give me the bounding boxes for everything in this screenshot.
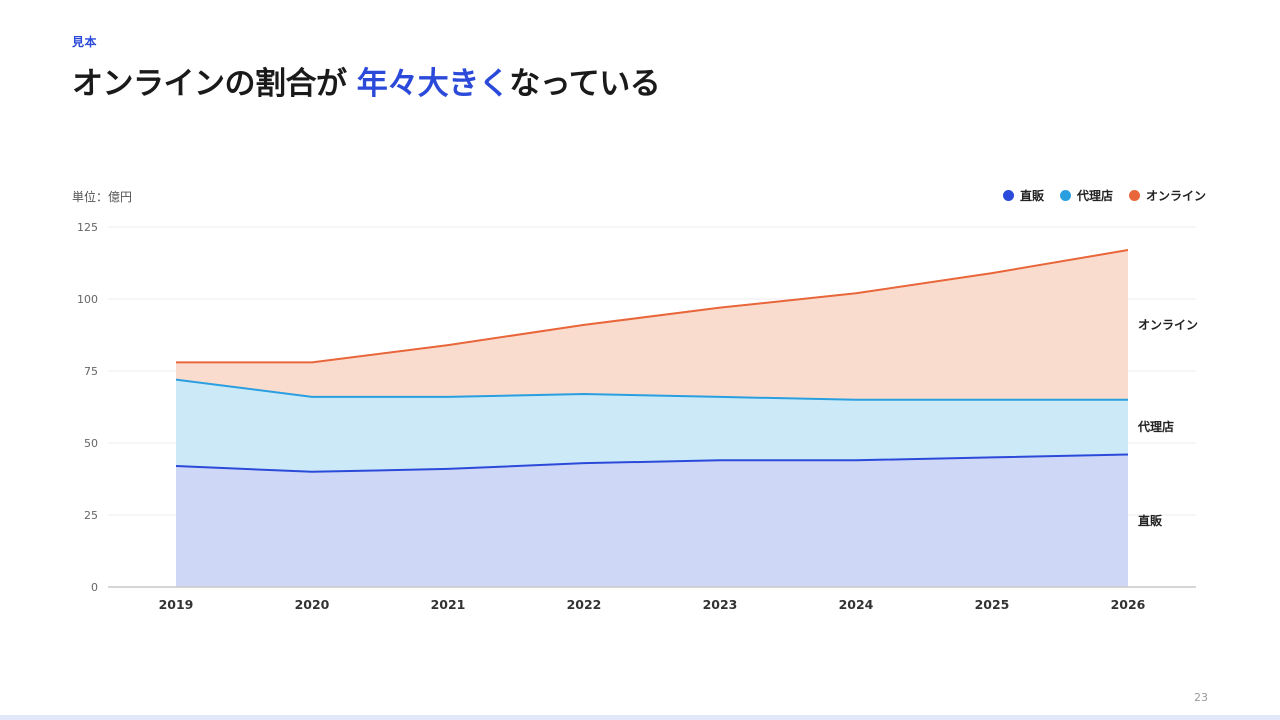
legend-swatch-direct: [1002, 190, 1014, 201]
y-tick-label-50: 50: [84, 437, 98, 450]
area-direct: [176, 454, 1128, 587]
x-tick-label-2023: 2023: [703, 597, 738, 612]
y-tick-label-0: 0: [91, 581, 98, 594]
title-text-post: なっている: [509, 66, 661, 102]
title-text-accent: 年々大きく: [356, 66, 510, 102]
x-tick-label-2025: 2025: [975, 597, 1010, 612]
y-tick-label-100: 100: [77, 293, 98, 306]
x-tick-label-2024: 2024: [839, 597, 874, 612]
page-title: オンラインの割合が 年々大きくなっている: [72, 58, 661, 103]
legend-label-online: オンライン: [1145, 189, 1206, 203]
legend-swatch-online: [1128, 190, 1140, 201]
line-direct: [175, 453, 1129, 473]
bottom-bar: [0, 715, 1280, 720]
x-tick-label-2019: 2019: [159, 597, 194, 612]
legend-item-online: オンライン: [1128, 187, 1206, 204]
line-agency: [175, 378, 1128, 401]
x-tick-label-2021: 2021: [431, 597, 466, 612]
title-text-pre: オンラインの割合が: [72, 66, 357, 102]
chart-legend: 直販 代理店 オンライン: [1002, 187, 1206, 204]
y-tick-label-25: 25: [84, 509, 98, 522]
x-tick-label-2020: 2020: [295, 597, 330, 612]
area-online: [176, 250, 1128, 400]
x-tick-label-2026: 2026: [1111, 597, 1146, 612]
legend-swatch-agency: [1059, 190, 1071, 201]
area-agency: [176, 379, 1128, 472]
legend-label-direct: 直販: [1019, 189, 1044, 203]
y-tick-label-75: 75: [84, 365, 98, 378]
line-online: [176, 249, 1129, 364]
x-tick-label-2022: 2022: [567, 597, 602, 612]
legend-label-agency: 代理店: [1076, 189, 1113, 203]
eyebrow-label: 見本: [72, 35, 98, 49]
y-tick-label-125: 125: [77, 221, 98, 234]
series-end-label-agency: 代理店: [1137, 419, 1174, 434]
unit-label: 単位：億円: [72, 190, 133, 204]
page-number: 23: [1194, 691, 1208, 704]
legend-item-direct: 直販: [1002, 187, 1044, 204]
series-end-label-direct: 直販: [1138, 513, 1163, 528]
series-end-label-online: オンライン: [1138, 318, 1198, 332]
legend-item-agency: 代理店: [1059, 187, 1113, 204]
